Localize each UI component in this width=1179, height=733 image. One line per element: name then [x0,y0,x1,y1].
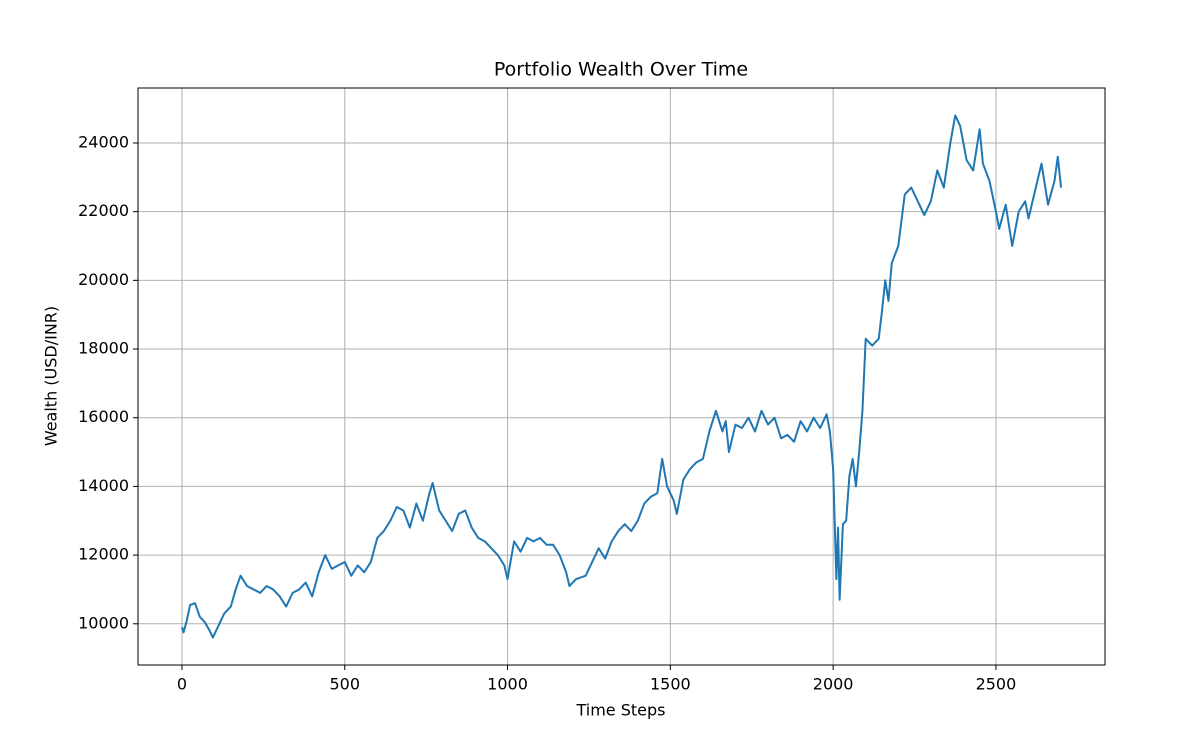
x-axis-label: Time Steps [575,701,665,720]
data-line [180,114,1063,639]
y-tick-label: 12000 [78,545,129,564]
x-tick-label: 500 [329,675,360,694]
x-tick-label: 2500 [976,675,1017,694]
y-tick-label: 16000 [78,407,129,426]
y-tick-label: 10000 [78,613,129,632]
y-tick-label: 22000 [78,201,129,220]
y-tick-label: 20000 [78,270,129,289]
chart-title: Portfolio Wealth Over Time [494,59,748,81]
x-tick-label: 2000 [813,675,854,694]
y-tick-label: 14000 [78,476,129,495]
y-tick-label: 24000 [78,132,129,151]
x-tick-label: 1500 [650,675,691,694]
x-tick-label: 1000 [487,675,528,694]
y-axis-label: Wealth (USD/INR) [42,306,61,446]
x-tick-label: 0 [177,675,187,694]
plot-frame [137,87,1106,666]
y-tick-label: 18000 [78,339,129,358]
